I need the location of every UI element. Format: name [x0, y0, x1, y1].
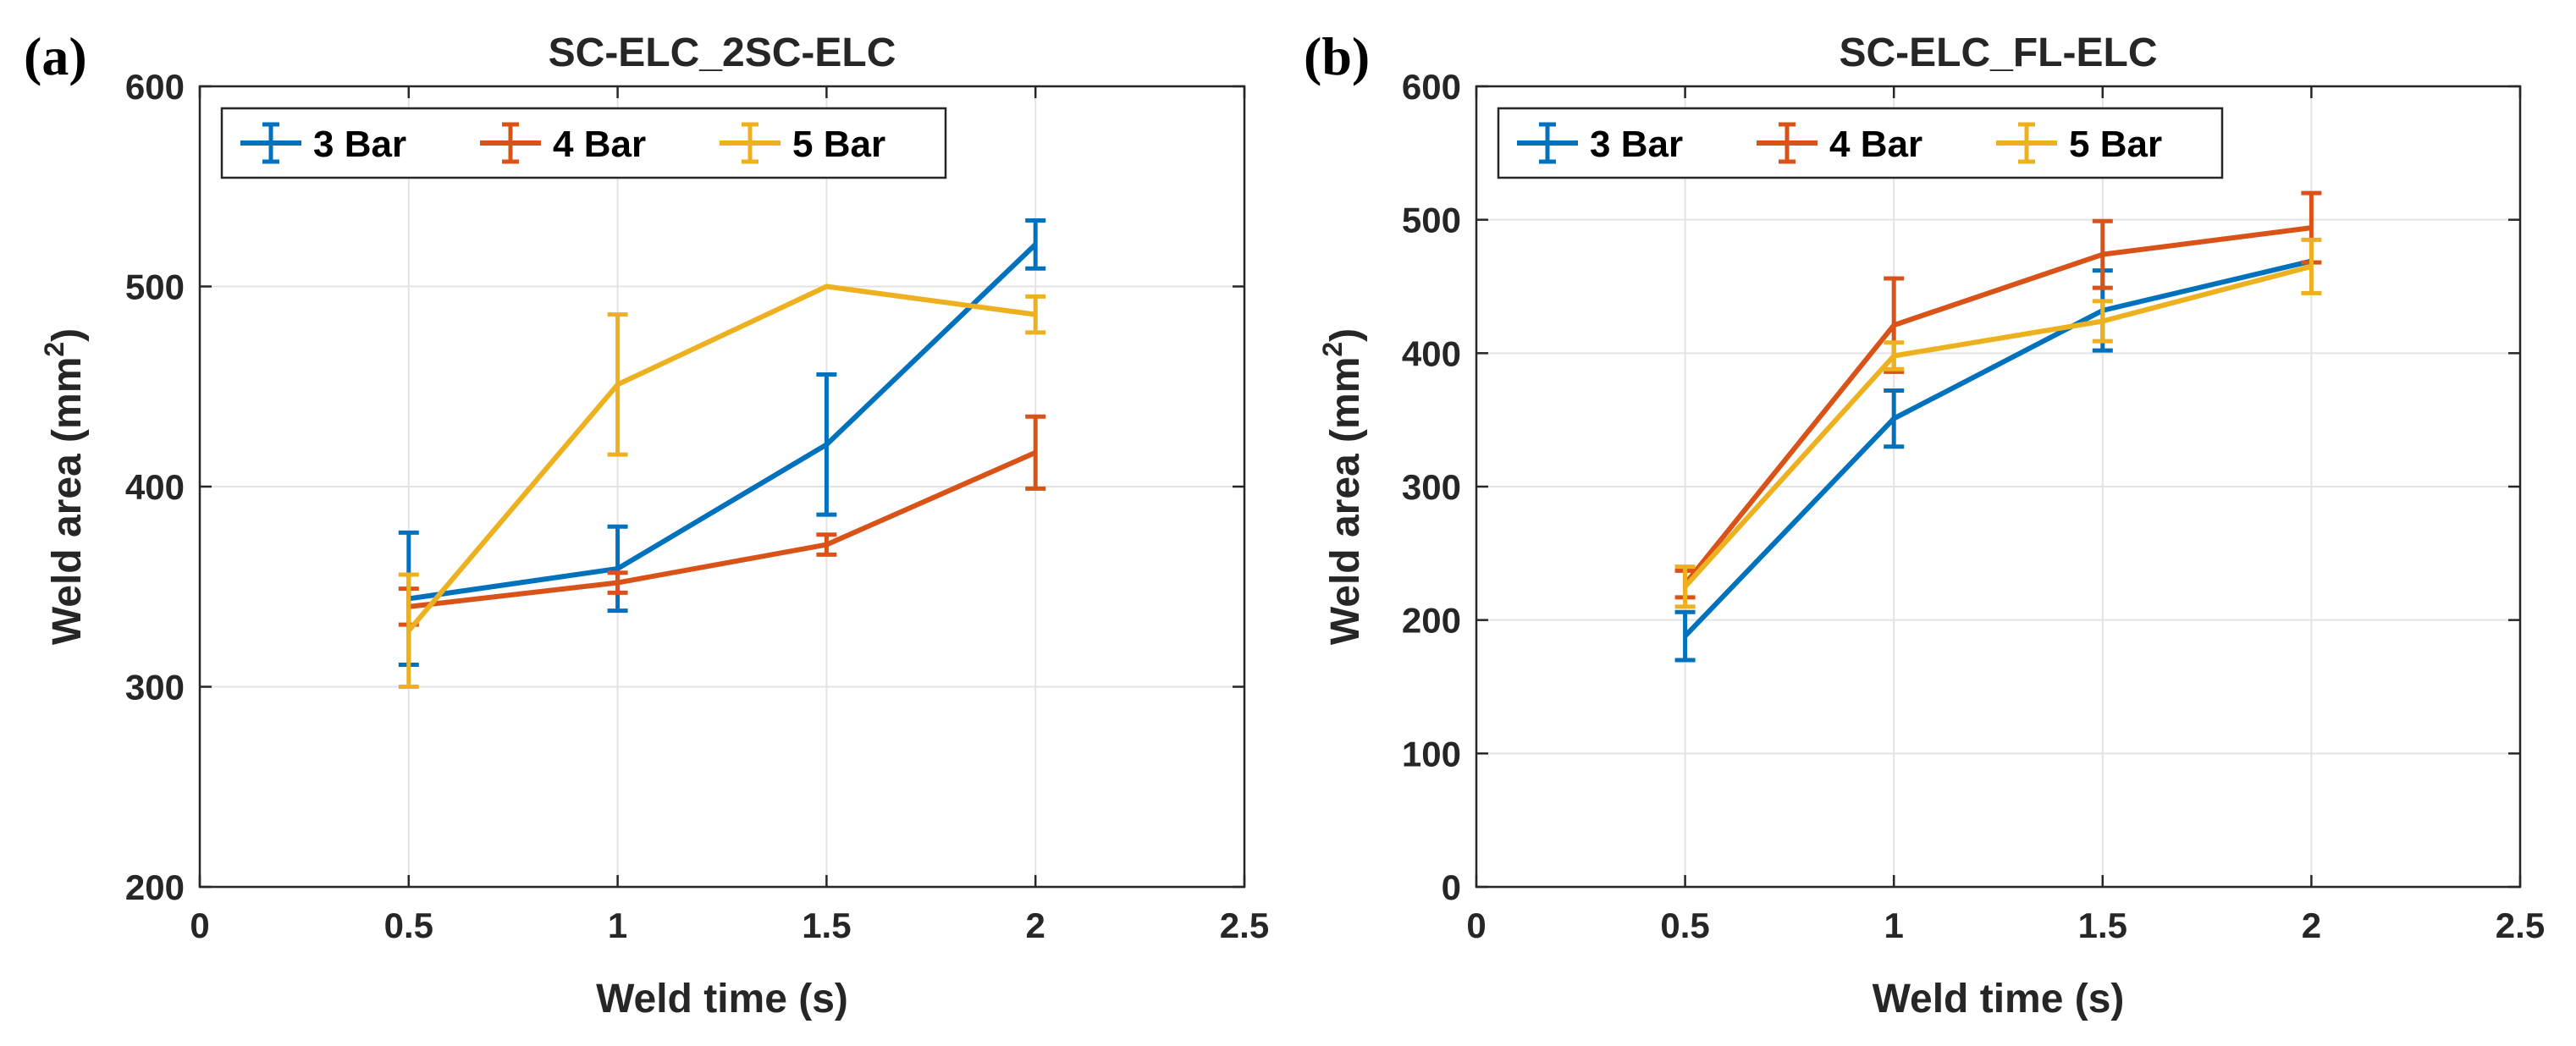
series-line — [408, 242, 1038, 602]
chart-panel-a: 0 0.5 1 1.5 2 2.5 200 300 400 500 600 (a) SC-ELC_2SC… — [24, 26, 1269, 1021]
y-tick-label: 500 — [1402, 201, 1461, 240]
x-tick-label: 0 — [1466, 906, 1486, 945]
x-tick-label: 0 — [190, 906, 209, 945]
y-axis-label-text: Weld area (mm — [1323, 357, 1368, 646]
x-tick-label: 0.5 — [384, 906, 433, 945]
chart-panel-b: 0 0.5 1 1.5 2 2.5 0 100 200 300 400 500 600 (b) SC-ELC… — [1304, 26, 2545, 1021]
x-tick-label: 2.5 — [1220, 906, 1269, 945]
legend-label: 5 Bar — [792, 124, 885, 165]
legend: 3 Bar 4 Bar 5 Bar — [1497, 107, 2224, 179]
y-tick-label: 200 — [125, 867, 185, 907]
legend-box — [1497, 107, 2224, 179]
x-tick-label: 1.5 — [2078, 906, 2127, 945]
y-tick-label: 0 — [1442, 867, 1461, 907]
series-line — [1683, 258, 2313, 638]
y-tick-label: 400 — [1402, 333, 1461, 373]
series-line — [408, 450, 1037, 609]
y-tick-label: 300 — [1402, 467, 1461, 507]
y-tick-label: 200 — [1402, 601, 1461, 641]
x-tick-label: 1 — [608, 906, 627, 945]
legend-label: 5 Bar — [2069, 124, 2162, 165]
series-line — [1683, 225, 2312, 586]
x-axis-label: Weld time (s) — [1873, 977, 2125, 1021]
legend-label: 4 Bar — [1829, 124, 1922, 165]
x-tick-label: 2.5 — [2496, 906, 2545, 945]
y-tick-label: 500 — [125, 267, 185, 307]
chart-title: SC-ELC_2SC-ELC — [549, 30, 896, 75]
series-5-bar — [398, 284, 1046, 689]
x-axis-label: Weld time (s) — [596, 977, 848, 1021]
y-axis-label-text: Weld area (mm — [45, 357, 90, 646]
panel-label: (a) — [24, 26, 87, 86]
series-line — [406, 284, 1036, 633]
y-axis-label: Weld area (mm2) — [39, 328, 90, 645]
y-axis-label: Weld area (mm2) — [1317, 328, 1368, 645]
legend-box — [220, 107, 947, 179]
panel-label: (b) — [1304, 26, 1370, 86]
y-tick-label: 100 — [1402, 734, 1461, 773]
x-tick-label: 2 — [2302, 906, 2321, 945]
chart-title: SC-ELC_FL-ELC — [1840, 30, 2158, 75]
legend-label: 3 Bar — [1590, 124, 1683, 165]
y-axis-label-superscript: 2 — [1317, 342, 1348, 357]
y-tick-label: 400 — [125, 467, 185, 507]
series-5-bar — [1674, 237, 2322, 609]
y-tick-label: 600 — [1402, 67, 1461, 107]
x-tick-label: 0.5 — [1660, 906, 1709, 945]
y-axis-label-close: ) — [45, 328, 90, 342]
series-line — [1683, 263, 2313, 589]
y-tick-label: 600 — [125, 67, 185, 107]
x-tick-label: 2 — [1026, 906, 1045, 945]
x-tick-label: 1.5 — [802, 906, 851, 945]
x-tick-label: 1 — [1884, 906, 1904, 945]
legend-label: 4 Bar — [553, 124, 646, 165]
y-tick-label: 300 — [125, 668, 185, 707]
y-axis-label-close: ) — [1323, 328, 1368, 342]
legend: 3 Bar 4 Bar 5 Bar — [220, 107, 947, 179]
legend-label: 3 Bar — [313, 124, 406, 165]
y-axis-label-superscript: 2 — [39, 342, 69, 357]
